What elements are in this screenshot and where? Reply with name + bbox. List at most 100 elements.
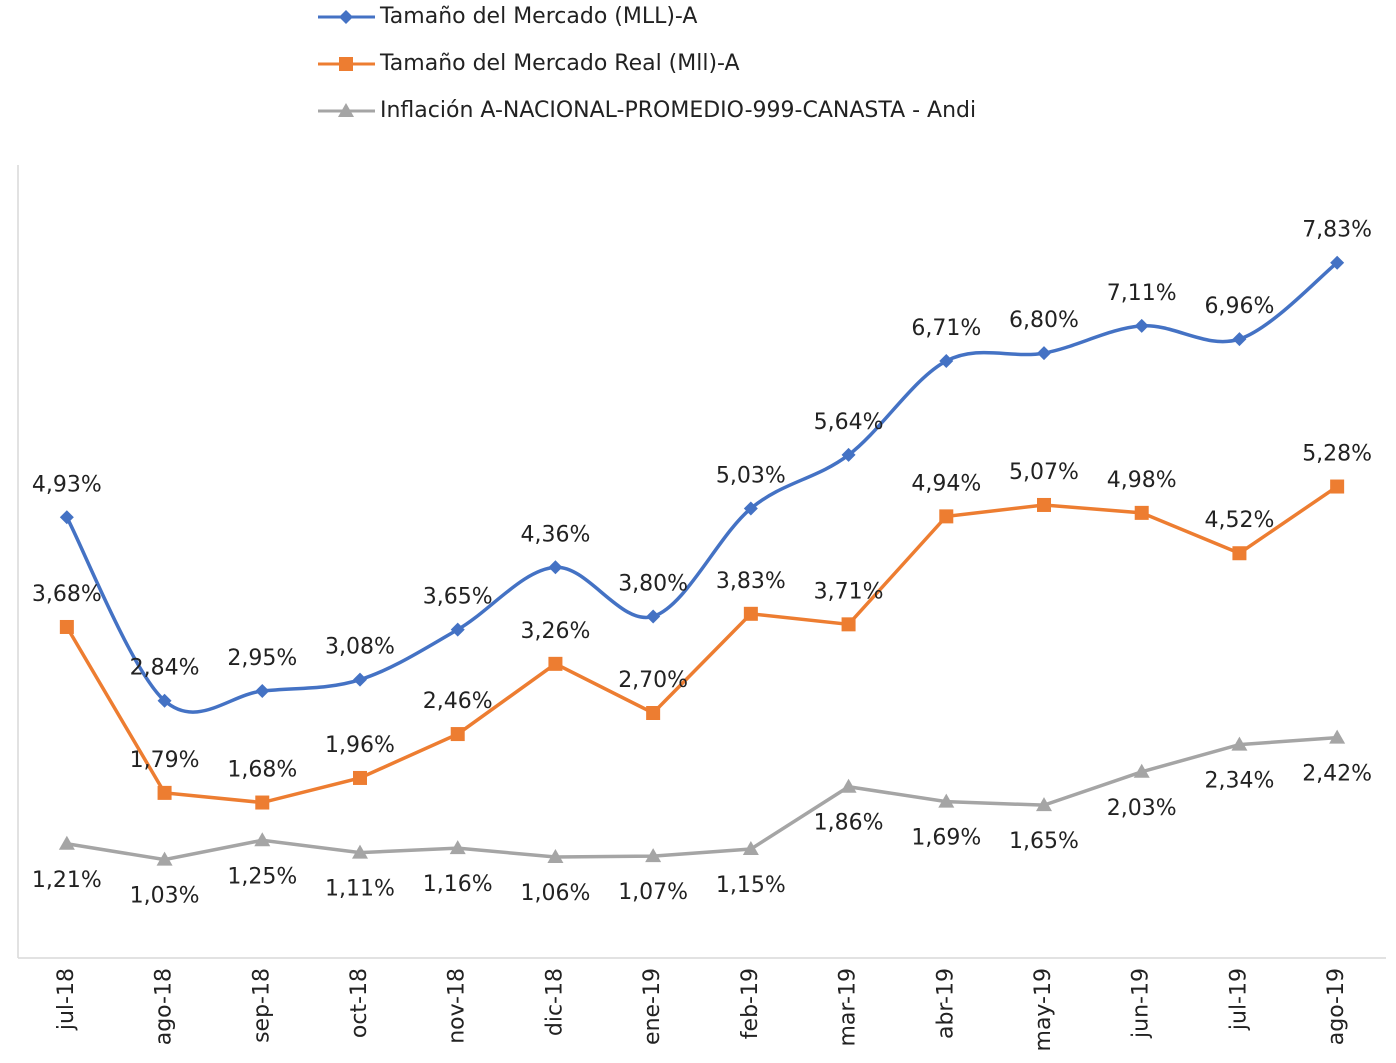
- data-point: [743, 606, 758, 621]
- data-label: 1,79%: [130, 748, 200, 773]
- data-point: [646, 706, 661, 720]
- data-point: [58, 835, 75, 850]
- data-point: [255, 684, 270, 699]
- data-point: [352, 844, 368, 859]
- data-label: 1,96%: [325, 733, 395, 758]
- data-label: 7,83%: [1302, 218, 1372, 243]
- x-tick-label: ago-19: [1324, 968, 1349, 1045]
- data-label: 1,65%: [1009, 829, 1079, 854]
- data-label: 1,11%: [325, 877, 395, 902]
- x-tick-label: jun-19: [1129, 968, 1154, 1039]
- data-point: [449, 840, 466, 855]
- data-label: 1,69%: [911, 826, 981, 851]
- data-point: [548, 560, 563, 575]
- data-label: 5,03%: [716, 463, 786, 488]
- data-point: [157, 785, 172, 800]
- data-label: 3,08%: [325, 635, 395, 660]
- data-point: [939, 509, 954, 524]
- data-point: [157, 693, 172, 708]
- data-label: 3,71%: [814, 579, 884, 604]
- data-label: 1,03%: [130, 884, 200, 909]
- data-label: 1,16%: [423, 872, 493, 897]
- data-label: 1,06%: [520, 881, 590, 906]
- data-point: [939, 354, 954, 369]
- data-label: 3,68%: [32, 582, 102, 607]
- data-label: 1,86%: [814, 811, 884, 836]
- data-point: [1330, 255, 1345, 270]
- x-tick-label: ago-18: [152, 968, 177, 1045]
- data-point: [1134, 318, 1149, 333]
- data-label: 1,21%: [32, 868, 102, 893]
- data-point: [1037, 497, 1051, 512]
- data-label: 6,80%: [1009, 308, 1079, 333]
- data-point: [645, 848, 662, 863]
- data-point: [548, 656, 563, 671]
- x-tick-label: mar-19: [836, 968, 861, 1046]
- x-tick-label: jul-18: [54, 968, 79, 1031]
- data-point: [59, 619, 74, 634]
- series-line: [66, 735, 1338, 862]
- data-label: 6,96%: [1204, 294, 1274, 319]
- data-point: [743, 501, 758, 516]
- data-point: [1133, 763, 1150, 778]
- data-label: 3,26%: [520, 619, 590, 644]
- x-tick-label: sep-18: [249, 968, 274, 1043]
- data-point: [841, 447, 856, 462]
- data-point: [1231, 736, 1248, 751]
- data-label: 4,93%: [32, 472, 102, 497]
- data-point: [840, 778, 857, 793]
- legend-label: Tamaño del Mercado (MLL)-A: [379, 4, 697, 29]
- data-point: [1232, 546, 1247, 561]
- data-label: 3,80%: [618, 571, 688, 596]
- data-label: 4,98%: [1107, 468, 1177, 493]
- data-point: [353, 672, 367, 687]
- data-label: 5,07%: [1009, 460, 1079, 485]
- data-label: 4,94%: [911, 471, 981, 496]
- x-tick-label: nov-18: [445, 968, 470, 1044]
- data-label: 1,25%: [227, 864, 297, 889]
- data-label: 5,28%: [1302, 442, 1372, 467]
- x-tick-label: feb-19: [738, 968, 763, 1039]
- data-point: [255, 795, 270, 810]
- data-point: [1232, 332, 1247, 347]
- x-tick-label: dic-18: [542, 968, 567, 1036]
- legend-marker: [338, 103, 354, 117]
- x-tick-label: jul-19: [1226, 968, 1251, 1031]
- data-point: [938, 793, 955, 808]
- data-point: [59, 510, 74, 525]
- data-label: 3,65%: [423, 585, 493, 610]
- data-label: 2,95%: [227, 646, 297, 671]
- data-point: [254, 832, 271, 847]
- data-label: 1,68%: [227, 758, 297, 783]
- x-tick-label: may-19: [1031, 968, 1056, 1051]
- data-label: 3,83%: [716, 569, 786, 594]
- legend-marker: [339, 10, 353, 24]
- series-line: [65, 485, 1339, 805]
- legend-marker: [339, 57, 353, 71]
- data-label: 2,84%: [130, 656, 200, 681]
- data-label: 5,64%: [814, 410, 884, 435]
- data-point: [1037, 346, 1051, 361]
- data-label: 7,11%: [1107, 281, 1177, 306]
- data-point: [353, 770, 367, 785]
- x-tick-label: ene-19: [640, 968, 665, 1045]
- data-point: [450, 727, 465, 742]
- data-point: [1036, 797, 1052, 812]
- x-tick-label: oct-18: [347, 968, 372, 1038]
- data-label: 6,71%: [911, 316, 981, 341]
- data-label: 2,46%: [423, 689, 493, 714]
- legend-label: Tamaño del Mercado Real (Mll)-A: [379, 51, 740, 76]
- data-point: [841, 617, 856, 632]
- legend-label: Inflación A-NACIONAL-PROMEDIO-999-CANAST…: [380, 98, 976, 123]
- data-point: [1330, 479, 1345, 494]
- data-point: [646, 609, 661, 624]
- data-point: [742, 841, 759, 856]
- data-label: 4,52%: [1204, 508, 1274, 533]
- data-label: 2,70%: [618, 668, 688, 693]
- data-point: [156, 851, 173, 866]
- data-point: [547, 848, 564, 863]
- data-label: 2,03%: [1107, 796, 1177, 821]
- data-label: 1,15%: [716, 873, 786, 898]
- data-point: [1134, 505, 1149, 520]
